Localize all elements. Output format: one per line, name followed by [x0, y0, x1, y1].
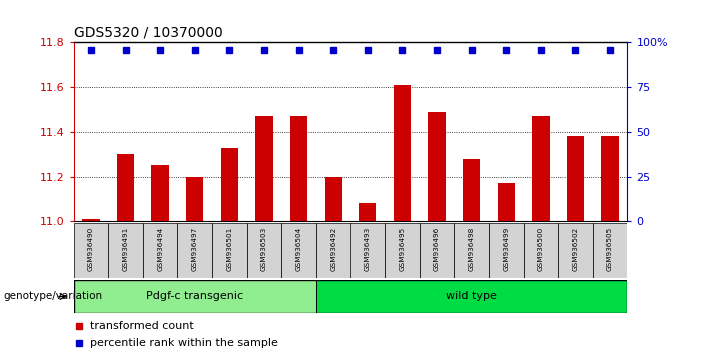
Bar — [117, 154, 134, 221]
Text: GDS5320 / 10370000: GDS5320 / 10370000 — [74, 26, 222, 40]
Text: Pdgf-c transgenic: Pdgf-c transgenic — [147, 291, 243, 302]
Bar — [567, 136, 584, 221]
Bar — [420, 223, 454, 278]
Bar — [489, 223, 524, 278]
Text: wild type: wild type — [447, 291, 497, 302]
Text: GSM936500: GSM936500 — [538, 227, 544, 272]
Bar — [281, 223, 316, 278]
Text: GSM936490: GSM936490 — [88, 227, 94, 272]
Bar — [74, 280, 316, 313]
Text: GSM936495: GSM936495 — [400, 227, 405, 272]
Bar — [524, 223, 558, 278]
Text: GSM936501: GSM936501 — [226, 227, 232, 272]
Text: GSM936497: GSM936497 — [192, 227, 198, 272]
Text: GSM936505: GSM936505 — [607, 227, 613, 272]
Bar — [394, 85, 411, 221]
Text: percentile rank within the sample: percentile rank within the sample — [90, 338, 278, 348]
Bar — [290, 116, 307, 221]
Bar — [74, 223, 108, 278]
Bar — [151, 165, 169, 221]
Text: GSM936494: GSM936494 — [157, 227, 163, 272]
Bar — [221, 148, 238, 221]
Bar — [255, 116, 273, 221]
Bar — [177, 223, 212, 278]
Bar — [82, 219, 100, 221]
Bar — [143, 223, 177, 278]
Text: GSM936502: GSM936502 — [573, 227, 578, 272]
Bar — [108, 223, 143, 278]
Bar — [247, 223, 281, 278]
Text: GSM936504: GSM936504 — [296, 227, 301, 272]
Text: GSM936496: GSM936496 — [434, 227, 440, 272]
Text: GSM936499: GSM936499 — [503, 227, 509, 272]
Bar — [350, 223, 385, 278]
Bar — [454, 223, 489, 278]
Text: transformed count: transformed count — [90, 321, 194, 331]
Text: genotype/variation: genotype/variation — [4, 291, 102, 302]
Bar — [316, 223, 350, 278]
Bar — [186, 177, 203, 221]
Bar — [212, 223, 247, 278]
Bar — [428, 112, 446, 221]
Bar — [593, 223, 627, 278]
Text: GSM936498: GSM936498 — [469, 227, 475, 272]
Bar — [325, 177, 342, 221]
Bar — [359, 203, 376, 221]
Text: GSM936492: GSM936492 — [330, 227, 336, 272]
Text: GSM936491: GSM936491 — [123, 227, 128, 272]
Bar — [532, 116, 550, 221]
Text: GSM936503: GSM936503 — [261, 227, 267, 272]
Bar — [385, 223, 420, 278]
Bar — [498, 183, 515, 221]
Bar — [463, 159, 480, 221]
Bar — [601, 136, 619, 221]
Text: GSM936493: GSM936493 — [365, 227, 371, 272]
Bar — [558, 223, 593, 278]
Bar — [316, 280, 627, 313]
